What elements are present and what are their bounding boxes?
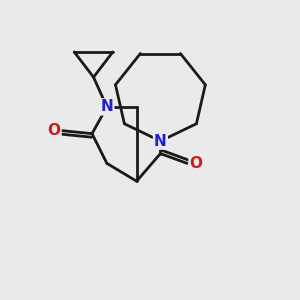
Text: N: N: [154, 134, 167, 148]
Text: N: N: [100, 99, 113, 114]
Text: O: O: [47, 123, 61, 138]
Text: O: O: [190, 156, 202, 171]
